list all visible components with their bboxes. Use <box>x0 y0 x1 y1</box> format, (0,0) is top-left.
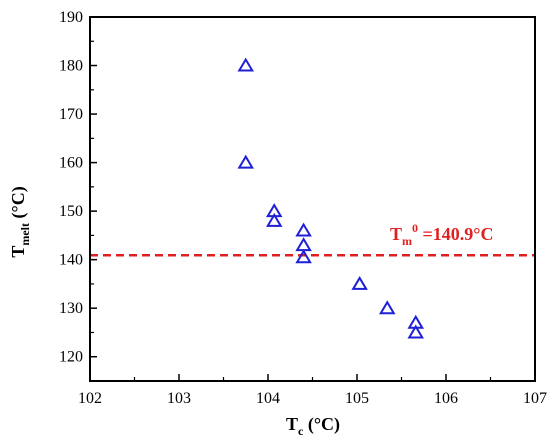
data-point <box>295 249 312 264</box>
y-tick-label: 190 <box>59 9 83 26</box>
data-point <box>379 300 396 315</box>
plot-layer <box>90 57 535 339</box>
axis-layer: 102 103 104 105 106 107 120 130 140 150 160 170 180 1… <box>59 9 547 407</box>
reference-line-label: Tm0 =140.9°C <box>390 221 493 248</box>
data-point <box>237 154 255 169</box>
y-tick-label: 170 <box>59 106 83 123</box>
data-point <box>295 222 312 237</box>
y-tick-label: 160 <box>59 155 83 172</box>
x-tick-label: 105 <box>345 390 369 407</box>
data-point <box>265 212 283 227</box>
x-tick-label: 103 <box>167 390 191 407</box>
x-tick-label: 107 <box>523 390 547 407</box>
data-point <box>351 275 368 290</box>
x-tick-label: 102 <box>78 390 102 407</box>
data-point <box>237 57 255 72</box>
y-tick-label: 150 <box>59 203 83 220</box>
x-tick-label: 104 <box>256 390 280 407</box>
data-point <box>295 237 312 252</box>
x-axis-title: Tc (°C) <box>286 414 340 438</box>
x-tick-label: 106 <box>434 390 458 407</box>
y-tick-label: 130 <box>59 300 83 317</box>
y-axis-title: Tmelt (°C) <box>8 186 32 257</box>
y-tick-label: 120 <box>59 349 83 366</box>
y-tick-label: 140 <box>59 252 83 269</box>
plot-frame <box>89 16 536 382</box>
data-point <box>407 324 424 339</box>
y-tick-label: 180 <box>59 58 83 75</box>
